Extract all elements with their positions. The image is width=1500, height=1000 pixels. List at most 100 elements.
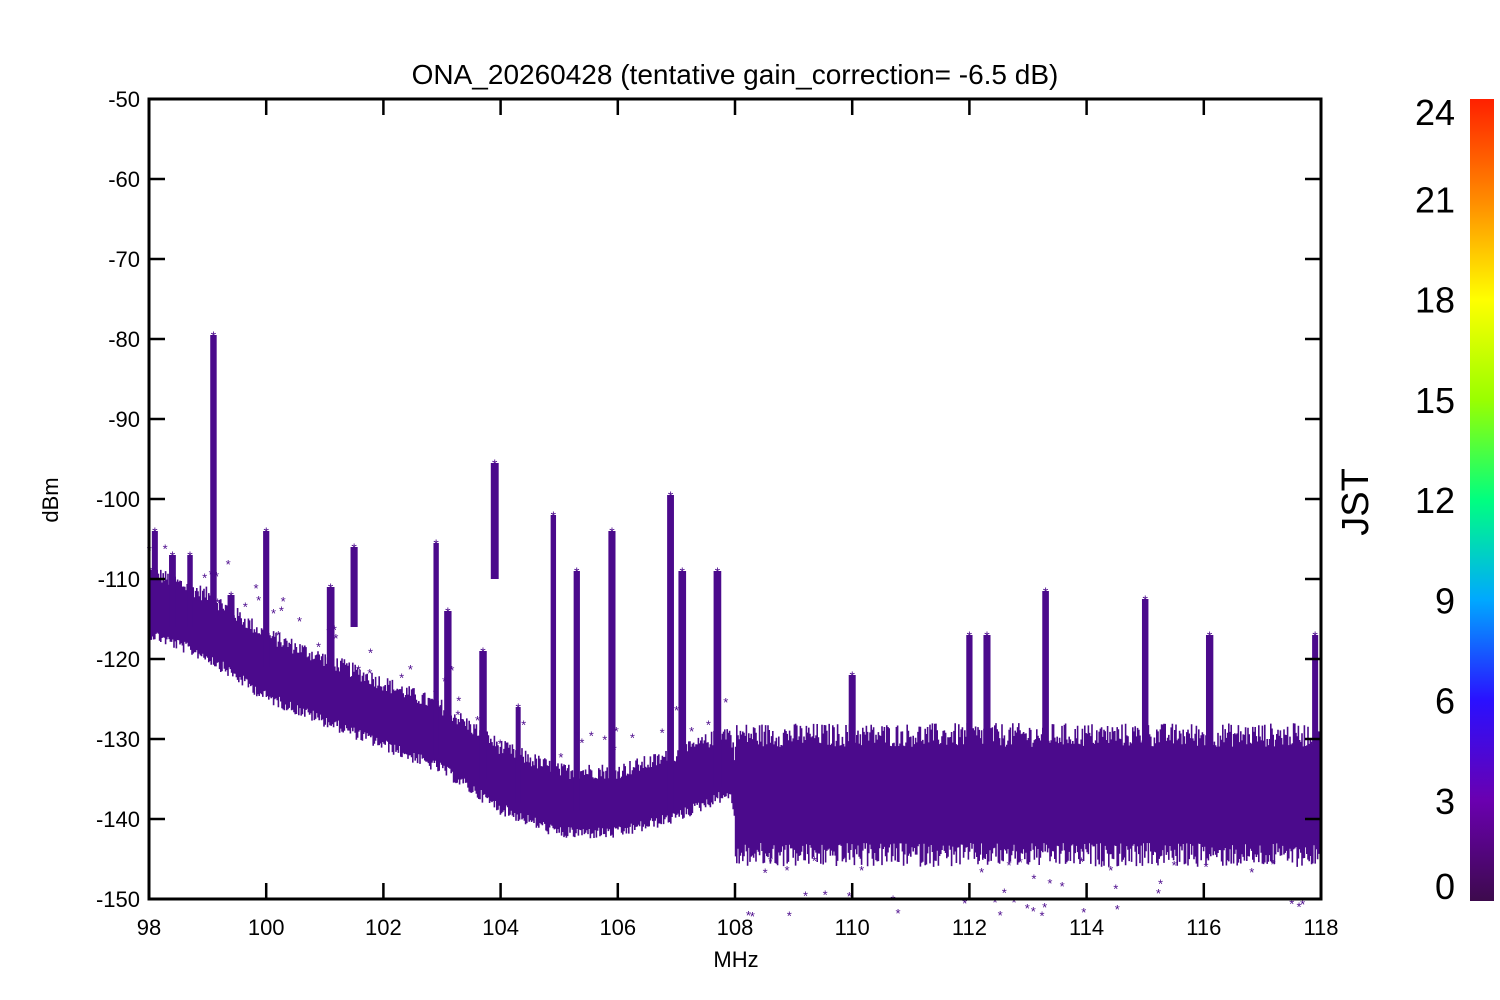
outlier-marker: * [214,569,219,584]
signal-spike [1042,591,1049,747]
outlier-marker: * [575,728,580,743]
outlier-marker: * [442,674,447,689]
signal-spike [169,555,176,627]
outlier-marker: * [1040,909,1045,924]
outlier-marker: * [1270,857,1275,872]
outlier-marker: * [787,909,792,924]
spike-marker: * [328,580,334,596]
signal-spike [966,635,973,747]
spike-marker: * [967,628,973,644]
y-tick-label: -60 [108,167,140,192]
spike-marker: * [187,548,193,564]
spike-marker: * [228,588,234,604]
outlier-marker: * [823,888,828,903]
x-tick-label: 104 [482,915,519,940]
spike-marker: * [445,604,451,620]
outlier-marker: * [706,717,711,732]
spike-marker: * [609,524,615,540]
outlier-marker: * [408,662,413,677]
x-axis-title: MHz [713,947,758,972]
outlier-marker: * [333,631,338,646]
spike-marker: * [351,540,357,556]
spike-marker: * [680,564,686,580]
outlier-marker: * [1007,858,1012,873]
outlier-marker: * [243,599,248,614]
colorbar-tick-label: 9 [1435,580,1455,621]
outlier-marker: * [455,707,460,722]
outlier-marker: * [498,736,503,751]
outlier-marker: * [660,726,665,741]
spike-marker: * [170,548,176,564]
signal-spike [1312,635,1319,747]
outlier-marker: * [1289,897,1294,912]
signal-spike [326,587,335,707]
scatter-points: * * * * * * * * * * * * * * * * * * * * * * * * * * * * * * * * * * * * * * * *… [147,328,1320,924]
outlier-marker: * [1204,860,1209,875]
colorbar-tick-label: 21 [1415,179,1455,220]
outlier-marker: * [281,594,286,609]
outlier-marker: * [993,895,998,910]
outlier-marker: * [521,717,526,732]
x-tick-label: 98 [137,915,161,940]
x-tick-label: 100 [248,915,285,940]
outlier-marker: * [1300,897,1305,912]
outlier-marker: * [1156,886,1161,901]
spike-marker: * [515,700,521,716]
signal-spike [227,595,235,651]
outlier-marker: * [1113,882,1118,897]
outlier-marker: * [202,571,207,586]
signal-spike [187,555,193,627]
outlier-marker: * [215,596,220,611]
outlier-marker: * [579,736,584,751]
outlier-marker: * [226,557,231,572]
signal-spike [490,463,499,579]
outlier-marker: * [254,581,259,596]
outlier-marker: * [279,603,284,618]
outlier-marker: * [1060,879,1065,894]
colorbar-tick-label: 3 [1435,781,1455,822]
x-tick-label: 114 [1069,915,1104,940]
chart-title: ONA_20260428 (tentative gain_correction=… [412,59,1059,90]
y-axis-title: dBm [38,477,63,522]
spike-marker: * [152,524,158,540]
outlier-marker: * [1081,905,1086,920]
outlier-marker: * [209,567,214,582]
spike-marker: * [715,564,721,580]
outlier-marker: * [1296,900,1301,915]
y-tick-label: -110 [98,567,140,592]
spike-marker: * [1142,592,1148,608]
spike-marker: * [433,536,439,552]
spike-marker: * [984,628,990,644]
outlier-marker: * [1031,904,1036,919]
colorbar-tick-label: 12 [1415,480,1455,521]
x-tick-label: 102 [365,915,402,940]
signal-spike [848,675,856,747]
outlier-marker: * [602,732,607,747]
signal-spike [983,635,991,747]
outlier-marker: * [456,693,461,708]
spike-marker: * [480,644,486,660]
outlier-marker: * [433,686,438,701]
outlier-marker: * [812,853,817,868]
x-tick-label: 112 [952,915,987,940]
colorbar-title: JST [1335,468,1377,536]
signal-spike [515,707,521,803]
outlier-marker: * [1025,901,1030,916]
outlier-marker: * [368,645,373,660]
outlier-marker: * [1249,865,1254,880]
outlier-marker: * [803,889,808,904]
signal-spike [573,571,580,811]
y-tick-label: -80 [108,327,140,352]
outlier-marker: * [1018,855,1023,870]
outlier-marker: * [630,730,635,745]
outlier-marker: * [367,666,372,681]
signal-spike [444,611,452,763]
outlier-marker: * [614,724,619,739]
outlier-marker: * [276,628,281,643]
x-tick-label: 106 [599,915,636,940]
outlier-marker: * [962,896,967,911]
outlier-marker: * [768,854,773,869]
outlier-marker: * [746,908,751,923]
outlier-marker: * [750,909,755,924]
outlier-marker: * [271,606,276,621]
